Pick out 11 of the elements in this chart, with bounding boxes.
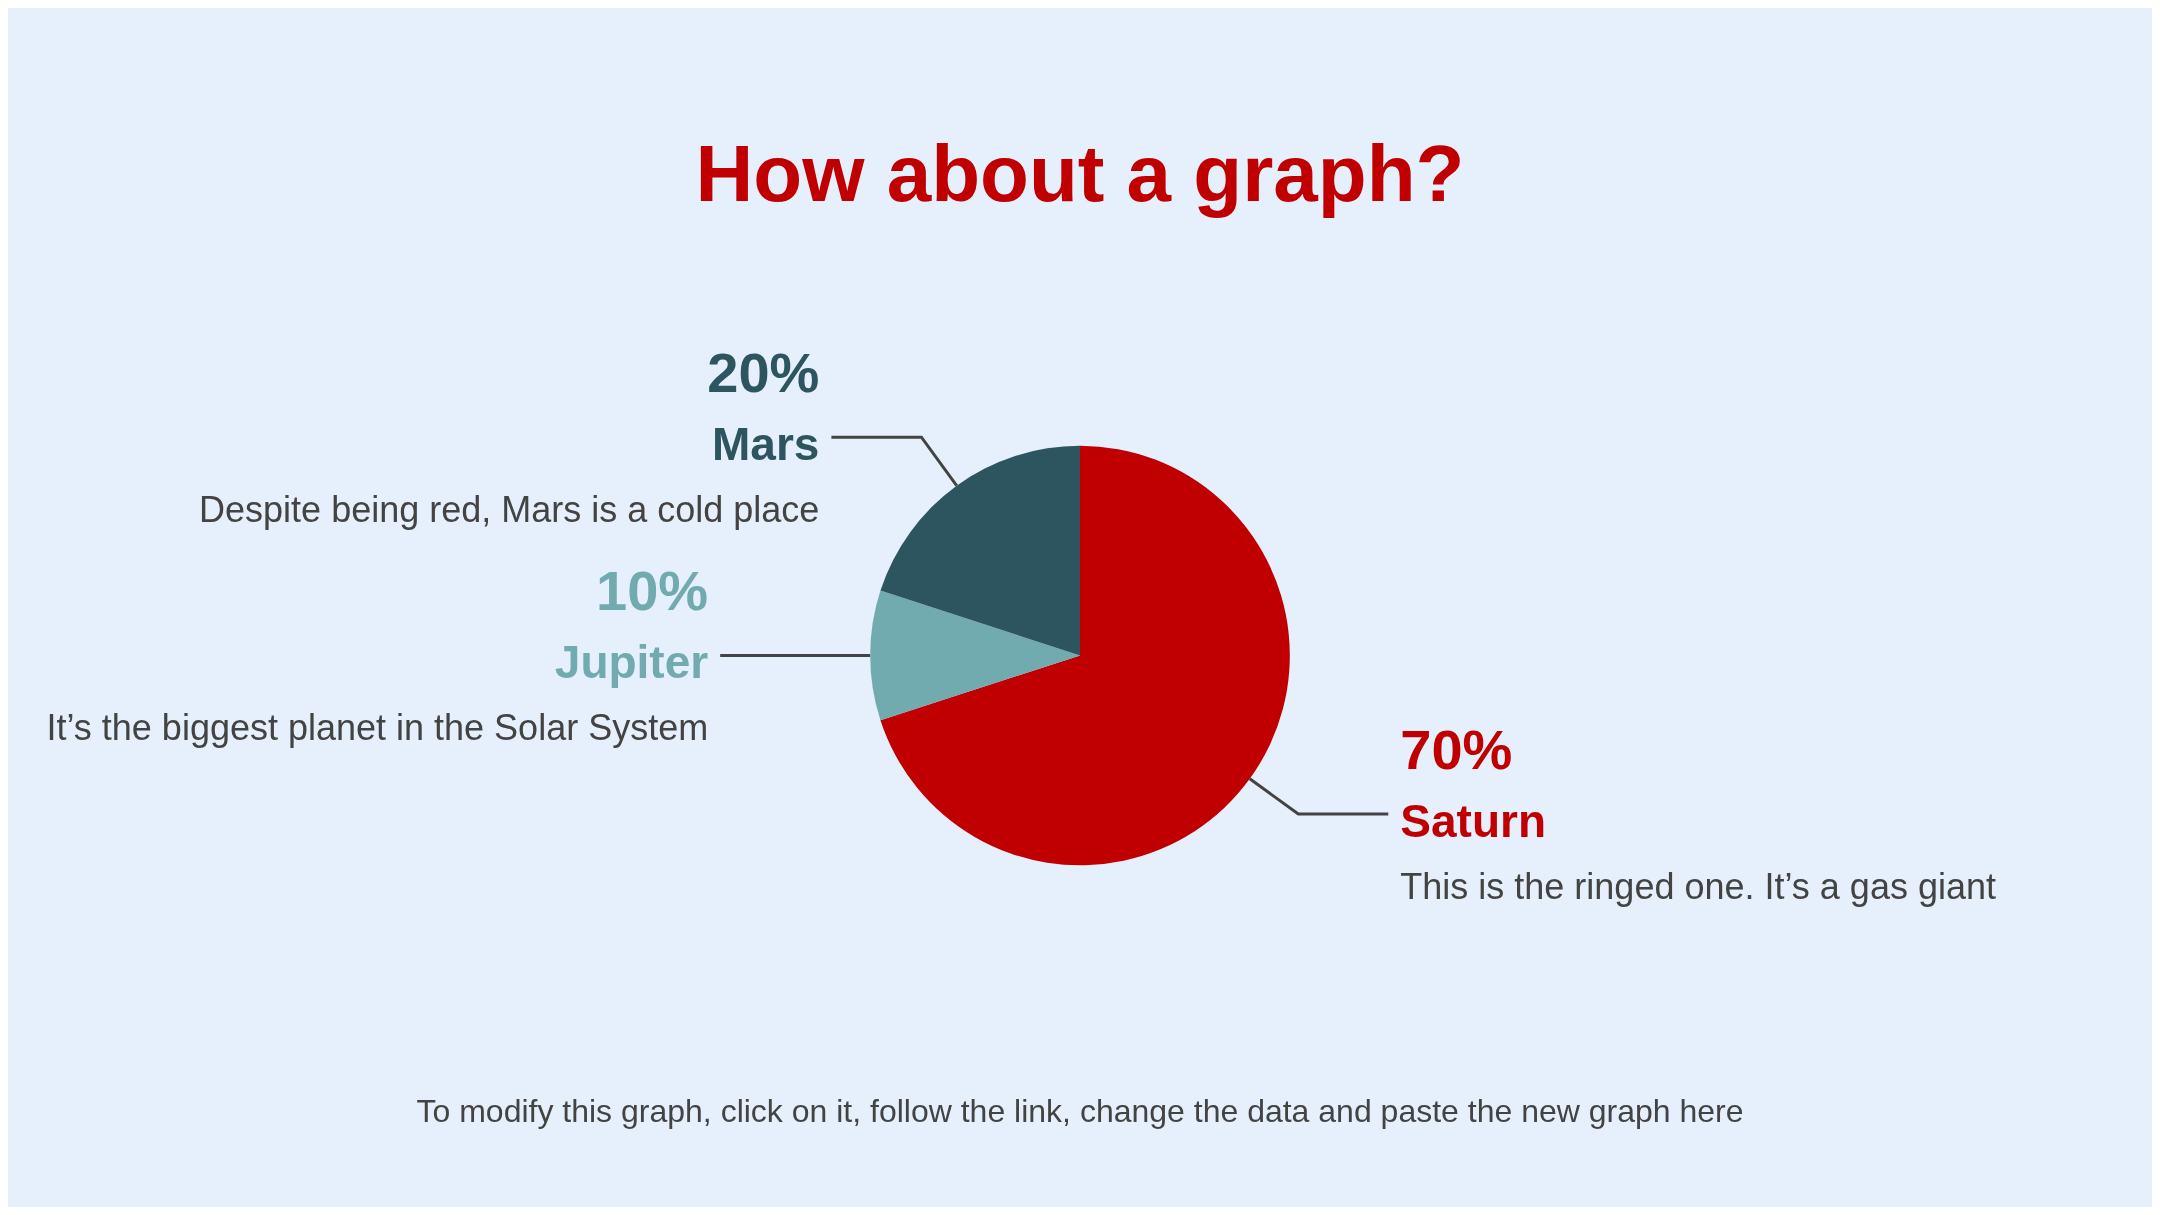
text: To modify this graph, click on it, follow the link, change the data and paste the new graph here xyxy=(416,1093,1744,1129)
text: It’s the biggest planet in the Solar System xyxy=(46,706,709,748)
slice-label: Saturn xyxy=(1400,795,1546,848)
slice-label: Mars xyxy=(712,418,820,471)
text: This is the ringed one. It’s a gas giant xyxy=(1400,865,1996,907)
data-label: 70% xyxy=(1400,717,1513,781)
slice-label: Jupiter xyxy=(554,636,709,689)
data-label: 20% xyxy=(707,340,820,404)
data-label: 10% xyxy=(596,558,709,622)
chart-title: How about a graph? xyxy=(695,128,1465,218)
text: Despite being red, Mars is a cold place xyxy=(199,488,820,530)
